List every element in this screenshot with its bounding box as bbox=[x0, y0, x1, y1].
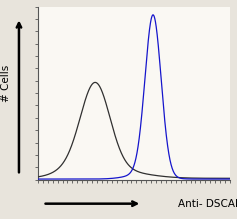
Text: Anti- DSCAM: Anti- DSCAM bbox=[178, 199, 237, 209]
Text: # Cells: # Cells bbox=[1, 65, 11, 102]
